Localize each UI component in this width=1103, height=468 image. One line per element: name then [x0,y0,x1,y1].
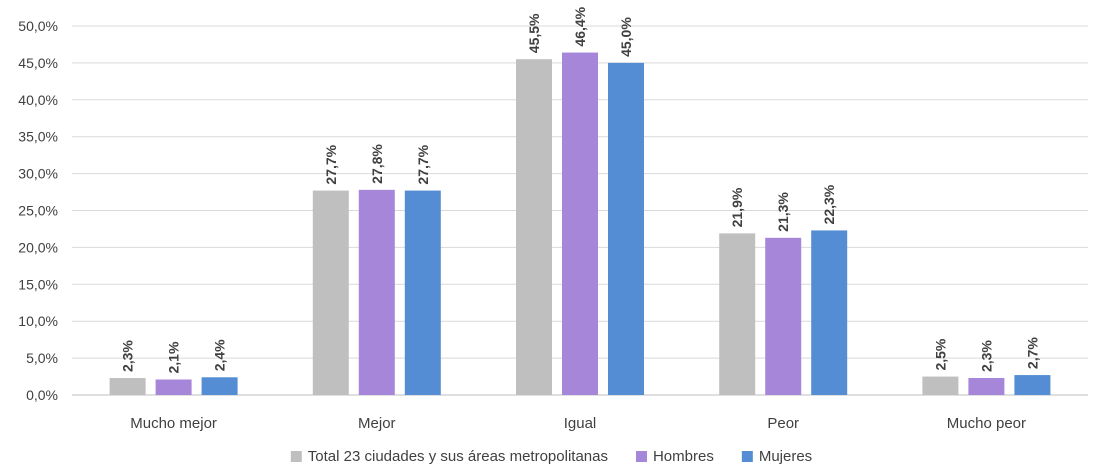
y-tick-label: 45,0% [18,55,58,71]
legend: Total 23 ciudades y sus áreas metropolit… [290,448,812,465]
bar [1014,375,1051,395]
data-label: 2,7% [1024,337,1040,369]
y-tick-label: 50,0% [18,18,58,34]
legend-label: Hombres [653,448,714,465]
bar [358,189,395,395]
data-label: 45,0% [618,17,634,57]
bar [109,378,146,395]
bar [404,190,441,395]
x-axis-categories: Mucho mejor Mejor Igual Peor Mucho peor [130,415,1026,432]
category-label: Peor [767,415,799,432]
data-label: 45,5% [526,13,542,53]
category-label: Mucho peor [947,415,1026,432]
bars [109,52,1051,396]
y-tick-label: 20,0% [18,239,58,255]
y-tick-label: 15,0% [18,276,58,292]
y-tick-label: 10,0% [18,313,58,329]
bar [562,52,598,396]
category-label: Mejor [358,415,396,432]
bar [155,379,192,395]
legend-swatch [635,451,647,462]
y-tick-label: 5,0% [26,350,58,366]
legend-swatch [741,451,753,462]
y-tick-label: 35,0% [18,129,58,145]
legend-swatch [290,451,302,462]
category-label: Mucho mejor [130,415,217,432]
bar [968,378,1005,395]
data-label: 21,9% [729,187,745,227]
y-tick-label: 40,0% [18,92,58,108]
legend-label: Total 23 ciudades y sus áreas metropolit… [308,448,608,465]
data-label: 2,3% [978,340,994,372]
data-label: 46,4% [572,6,588,46]
y-tick-label: 30,0% [18,166,58,182]
data-label: 2,1% [166,341,182,373]
y-tick-label: 25,0% [18,203,58,219]
y-axis-ticks: 0,0% 5,0% 10,0% 15,0% 20,0% 25,0% 30,0% 35,0% 40… [18,18,58,403]
data-label: 27,7% [323,144,339,184]
data-label: 2,3% [120,340,136,372]
bar [516,59,552,396]
data-label: 27,8% [369,144,385,184]
bar [811,230,848,395]
legend-label: Mujeres [759,448,812,465]
data-label: 27,7% [415,144,431,184]
bar [608,62,644,396]
category-label: Igual [564,415,597,432]
y-tick-label: 0,0% [26,387,58,403]
bar [312,190,349,395]
bar [922,376,959,395]
bar [765,237,802,395]
bar [201,377,238,395]
data-label: 22,3% [821,184,837,224]
bar [719,233,756,395]
data-label: 2,4% [212,339,228,371]
data-label: 2,5% [932,338,948,370]
data-labels: 2,3% 2,1% 2,4% 27,7% 27,8% 27,7% 45,5% 46,4% 45,… [120,6,1041,373]
data-label: 21,3% [775,192,791,232]
